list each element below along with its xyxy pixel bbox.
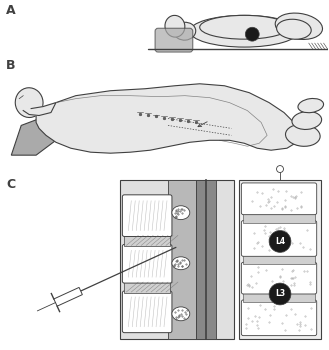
Text: L3: L3 [275,289,285,299]
FancyBboxPatch shape [155,28,193,52]
Ellipse shape [15,88,43,118]
FancyBboxPatch shape [122,291,172,332]
Ellipse shape [200,15,289,39]
FancyBboxPatch shape [241,183,317,215]
Circle shape [245,27,259,41]
Text: C: C [6,178,15,191]
Bar [120,180,234,338]
FancyBboxPatch shape [241,262,317,294]
Bar [168,180,196,338]
FancyBboxPatch shape [122,244,172,283]
Text: L4: L4 [275,237,285,246]
Text: B: B [6,59,16,72]
FancyBboxPatch shape [122,195,172,237]
Bar [124,234,170,246]
Bar [243,254,315,264]
Ellipse shape [190,15,299,47]
Polygon shape [54,287,82,306]
Ellipse shape [298,98,323,113]
FancyBboxPatch shape [241,220,317,256]
Circle shape [277,166,284,173]
Polygon shape [11,111,73,155]
Ellipse shape [174,22,196,40]
Ellipse shape [292,112,322,130]
Ellipse shape [286,124,320,146]
Ellipse shape [172,257,190,270]
Bar [243,292,315,302]
Bar [124,281,170,293]
Bar [196,180,215,338]
Polygon shape [36,84,299,153]
Ellipse shape [172,206,190,219]
FancyBboxPatch shape [241,300,317,336]
Ellipse shape [172,307,190,321]
Bar [243,213,315,223]
Ellipse shape [165,15,185,37]
Ellipse shape [275,13,322,40]
Text: A: A [6,5,16,18]
Ellipse shape [277,19,311,39]
Circle shape [269,231,291,252]
Circle shape [269,283,291,305]
Bar [240,180,321,338]
Polygon shape [23,103,56,116]
